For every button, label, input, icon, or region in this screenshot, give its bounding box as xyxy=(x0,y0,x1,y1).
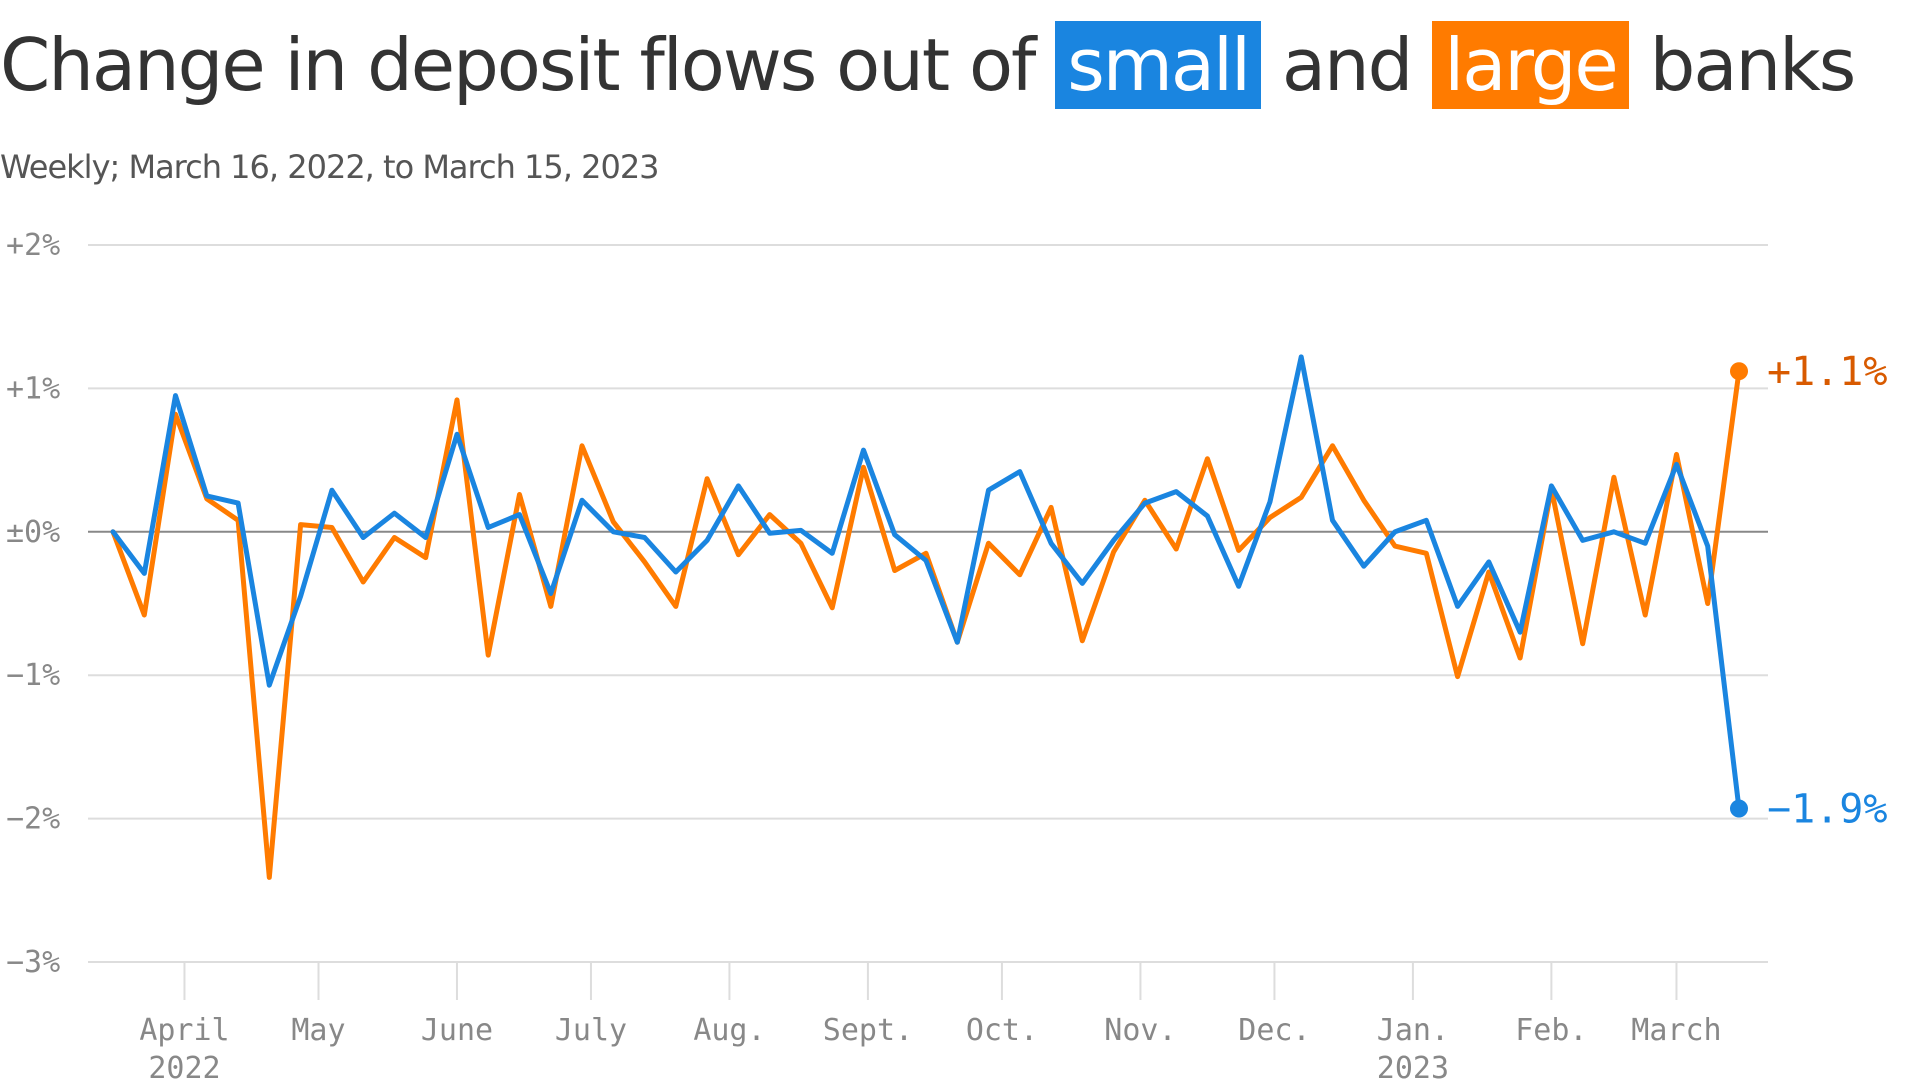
x-tick-label: Feb. xyxy=(1515,1013,1587,1048)
x-tick-label: June xyxy=(421,1013,493,1048)
x-tick-label: July xyxy=(555,1013,627,1048)
x-tick-year: 2022 xyxy=(148,1051,220,1080)
x-tick-label: Aug. xyxy=(693,1013,765,1048)
series-lines xyxy=(110,354,1748,880)
x-tick-label: Nov. xyxy=(1104,1013,1176,1048)
title-text-and: and xyxy=(1281,23,1413,107)
x-tick-label: May xyxy=(291,1013,345,1048)
y-axis-ticks: +2% +1% ±0% −1% −2% −3% xyxy=(6,228,60,980)
y-tick-label: +1% xyxy=(6,371,60,406)
end-label-large: +1.1% xyxy=(1767,349,1887,395)
x-axis-ticks: April 2022 May June July Aug. Sept. Oct. Nov. Dec… xyxy=(139,962,1722,1080)
end-label-small: −1.9% xyxy=(1767,787,1887,833)
grid-lines xyxy=(88,244,1768,963)
y-tick-label: −1% xyxy=(6,658,60,693)
end-point-small xyxy=(1730,799,1748,818)
y-tick-label: ±0% xyxy=(6,515,60,550)
x-tick-label: Dec. xyxy=(1238,1013,1310,1048)
chart-subtitle: Weekly; March 16, 2022, to March 15, 202… xyxy=(0,148,660,186)
y-tick-label: +2% xyxy=(6,228,60,263)
chart-title: Change in deposit flows out of small and… xyxy=(0,10,1920,120)
y-tick-label: −3% xyxy=(6,945,60,980)
x-tick-label: Oct. xyxy=(966,1013,1038,1048)
title-text-start: Change in deposit flows out of xyxy=(0,23,1036,107)
x-tick-label: April xyxy=(139,1013,229,1048)
series-line-large xyxy=(110,368,1742,880)
title-text-end: banks xyxy=(1649,23,1857,107)
series-line-small xyxy=(110,354,1742,812)
x-tick-year: 2023 xyxy=(1377,1051,1449,1080)
title-highlight-small: small xyxy=(1055,21,1262,109)
title-highlight-large: large xyxy=(1432,21,1629,109)
x-tick-label: Jan. xyxy=(1377,1013,1449,1048)
x-tick-label: Sept. xyxy=(823,1013,913,1048)
x-tick-label: March xyxy=(1631,1013,1721,1048)
end-labels: +1.1% −1.9% xyxy=(1767,349,1887,832)
y-tick-label: −2% xyxy=(6,802,60,837)
end-point-large xyxy=(1730,362,1748,381)
